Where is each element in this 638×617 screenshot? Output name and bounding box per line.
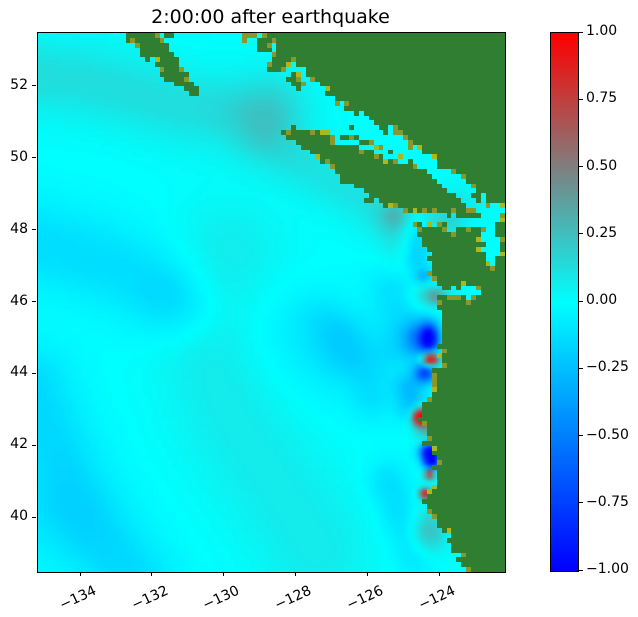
y-tick-mark: [32, 229, 36, 231]
y-tick-mark: [32, 85, 36, 87]
colorbar-tick-label: 0.75: [586, 90, 618, 107]
colorbar-tick-label: 0.00: [586, 292, 618, 308]
y-tick-mark: [32, 157, 36, 159]
x-tick-label: −128: [272, 582, 315, 614]
x-tick-label: −124: [416, 582, 458, 614]
x-tick-label: −134: [56, 582, 99, 614]
colorbar-tick-mark: [579, 502, 583, 504]
colorbar-tick-label: 0.25: [586, 224, 618, 241]
colorbar-tick-mark: [579, 166, 583, 167]
x-tick-mark: [295, 572, 297, 576]
x-tick-mark: [366, 572, 368, 576]
colorbar-tick-mark: [579, 233, 583, 235]
plot-title: 2:00:00 after earthquake: [151, 6, 390, 28]
colorbar: [550, 32, 579, 572]
colorbar-tick-label: 0.50: [586, 157, 618, 174]
x-tick-mark: [79, 572, 81, 576]
y-tick-mark: [32, 372, 36, 374]
colorbar-tick-label: −1.00: [586, 561, 629, 577]
y-tick-mark: [32, 444, 36, 446]
colorbar-tick-label: −0.50: [586, 426, 629, 443]
y-tick-label: 44: [10, 364, 28, 381]
colorbar-tick-label: −0.75: [586, 493, 629, 510]
colorbar-tick-label: 1.00: [586, 23, 618, 39]
heatmap-plot-area[interactable]: [37, 32, 506, 573]
land-mask-layer: [38, 33, 505, 572]
x-tick-label: −126: [344, 582, 386, 614]
y-tick-label: 42: [10, 436, 28, 453]
colorbar-tick-mark: [579, 98, 583, 100]
colorbar-tick-mark: [579, 367, 583, 369]
colorbar-tick-mark: [579, 300, 583, 302]
x-tick-label: −130: [200, 582, 243, 614]
y-tick-label: 50: [10, 148, 28, 165]
colorbar-tick-mark: [579, 569, 583, 571]
colorbar-tick-label: −0.25: [586, 359, 629, 376]
x-tick-mark: [223, 572, 225, 576]
y-tick-label: 46: [10, 292, 28, 309]
x-tick-mark: [151, 572, 153, 576]
colorbar-tick-mark: [579, 31, 583, 33]
y-tick-label: 52: [10, 76, 28, 93]
y-tick-label: 48: [10, 220, 28, 237]
y-tick-mark: [32, 516, 36, 518]
y-tick-mark: [32, 301, 36, 302]
x-tick-label: −132: [128, 582, 171, 614]
x-tick-mark: [438, 572, 440, 576]
y-tick-label: 40: [10, 508, 28, 525]
colorbar-tick-mark: [579, 435, 583, 436]
